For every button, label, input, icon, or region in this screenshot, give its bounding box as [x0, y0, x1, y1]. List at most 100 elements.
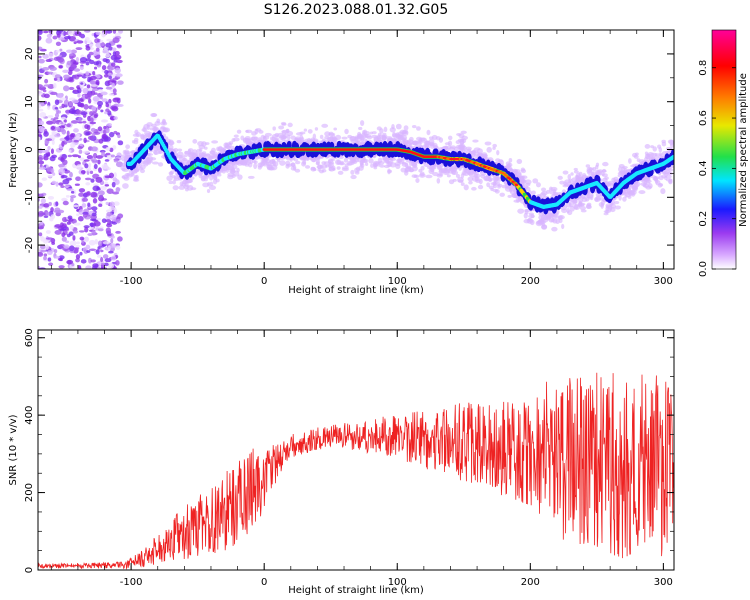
- noise-blob: [90, 127, 96, 132]
- noise-blob: [75, 176, 81, 182]
- noise-blob: [72, 189, 77, 195]
- noise-blob: [38, 205, 43, 209]
- noise-blob: [54, 133, 61, 138]
- noise-blob: [89, 43, 94, 47]
- x-tick-label: -100: [120, 577, 143, 588]
- noise-blob: [38, 160, 45, 165]
- ridge-halo: [154, 121, 161, 126]
- ridge-halo: [562, 170, 569, 175]
- noise-blob: [90, 259, 96, 263]
- noise-blob: [68, 245, 75, 252]
- ridge-halo: [467, 172, 474, 176]
- ridge-halo: [134, 129, 139, 135]
- x-tick-label: 0: [261, 276, 267, 287]
- ridge-halo: [290, 162, 296, 168]
- noise-blob: [79, 157, 85, 162]
- noise-blob: [43, 215, 49, 218]
- noise-blob: [50, 148, 54, 155]
- noise-blob: [52, 172, 56, 176]
- ridge-halo: [263, 135, 267, 139]
- noise-blob: [82, 87, 89, 94]
- ridge-halo: [124, 155, 130, 159]
- noise-blob: [107, 233, 112, 237]
- ridge-halo: [627, 188, 632, 195]
- ridge-halo: [294, 160, 301, 165]
- ridge-halo: [442, 145, 449, 151]
- ridge-halo: [316, 164, 324, 170]
- noise-blob: [58, 265, 65, 269]
- noise-blob: [118, 30, 123, 34]
- ridge-halo: [660, 188, 666, 195]
- noise-blob: [112, 145, 117, 150]
- ridge-halo: [253, 163, 258, 170]
- ridge-halo: [488, 185, 495, 190]
- noise-blob: [75, 57, 79, 62]
- noise-blob: [61, 232, 66, 238]
- ridge-halo: [587, 196, 592, 200]
- ridge-halo: [132, 133, 140, 137]
- ridge-halo: [350, 139, 356, 144]
- colorbar-tick-label: 0.0: [698, 261, 709, 277]
- noise-blob: [106, 188, 114, 194]
- ridge-halo: [169, 170, 173, 177]
- noise-blob: [109, 206, 116, 211]
- noise-blob: [80, 111, 88, 115]
- noise-blob: [90, 84, 98, 87]
- noise-blob: [54, 112, 60, 118]
- noise-blob: [89, 75, 97, 80]
- noise-blob: [38, 210, 45, 217]
- ridge-halo: [623, 168, 628, 174]
- ridge-halo: [645, 153, 651, 160]
- ridge-halo: [245, 129, 249, 133]
- ridge-halo: [287, 122, 293, 128]
- ridge-halo: [242, 137, 250, 144]
- ridge-halo: [437, 163, 442, 169]
- noise-blob: [70, 120, 79, 124]
- y-tick-label: 10: [24, 95, 35, 108]
- noise-blob: [97, 159, 101, 165]
- ridge-halo: [368, 157, 374, 164]
- noise-blob: [53, 56, 61, 61]
- ridge-halo: [447, 145, 452, 150]
- snr-plot-area: [38, 372, 674, 570]
- noise-blob: [57, 110, 62, 114]
- ridge-halo: [227, 174, 234, 180]
- ridge-halo: [660, 174, 667, 179]
- ridge-halo: [455, 173, 461, 178]
- noise-blob: [87, 202, 91, 207]
- noise-blob: [104, 111, 108, 115]
- ridge-halo: [586, 205, 592, 210]
- noise-blob: [69, 171, 73, 178]
- noise-blob: [101, 32, 106, 38]
- ridge-halo: [550, 186, 558, 192]
- noise-blob: [49, 66, 57, 71]
- ridge-halo: [653, 155, 659, 161]
- ridge-halo: [601, 172, 605, 176]
- ridge-halo: [201, 151, 207, 155]
- noise-blob: [105, 201, 110, 206]
- ridge-halo: [480, 153, 488, 157]
- noise-blob: [61, 116, 66, 120]
- ridge-halo: [628, 184, 635, 188]
- noise-blob: [55, 181, 59, 187]
- noise-blob: [70, 190, 75, 194]
- noise-blob: [115, 218, 121, 224]
- ridge-halo: [486, 182, 491, 188]
- ridge-halo: [595, 162, 600, 167]
- y-tick-label: 0: [24, 567, 35, 573]
- noise-blob: [70, 196, 74, 203]
- noise-blob: [38, 58, 45, 64]
- ridge-halo: [141, 128, 148, 132]
- ridge-halo: [173, 147, 179, 153]
- noise-blob: [98, 203, 103, 207]
- noise-blob: [51, 130, 56, 135]
- ridge-halo: [405, 166, 412, 172]
- noise-blob: [54, 255, 61, 259]
- colorbar-tick-label: 0.2: [698, 211, 709, 227]
- ridge-halo: [575, 172, 581, 179]
- ridge-halo: [517, 208, 525, 214]
- noise-blob: [105, 219, 111, 223]
- noise-blob: [104, 184, 110, 187]
- x-tick-label: -100: [120, 276, 143, 287]
